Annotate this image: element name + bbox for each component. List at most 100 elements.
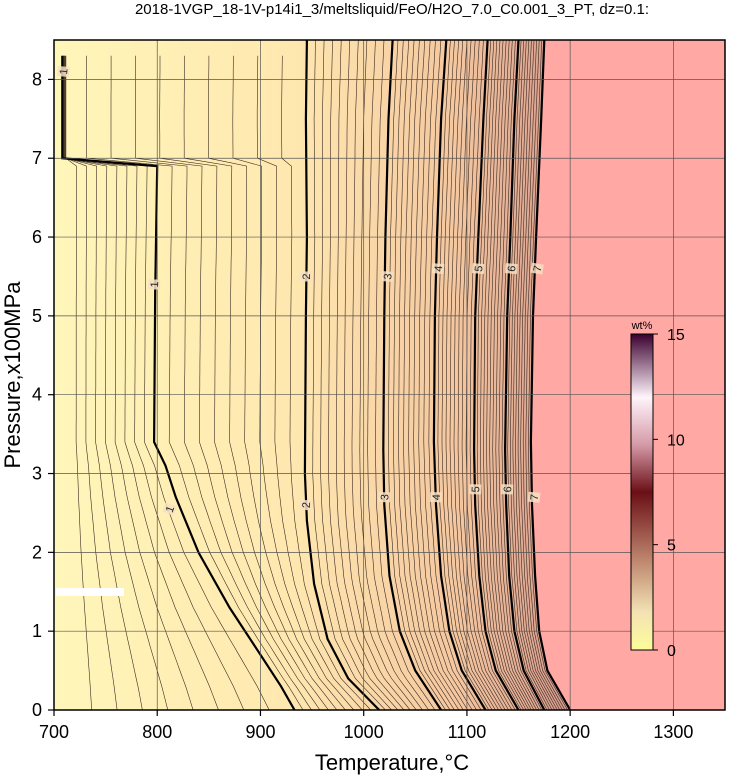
y-tick-label: 1: [32, 621, 42, 641]
minor-contour: [515, 40, 555, 710]
minor-contour: [509, 40, 550, 710]
colorbar-tick-label: 10: [667, 432, 685, 449]
contour-level-2: [303, 40, 380, 710]
minor-contour: [428, 40, 482, 710]
minor-contour: [441, 40, 493, 710]
contour-label: 6: [504, 263, 519, 275]
contour-label-text: 4: [433, 265, 445, 272]
minor-contour: [492, 40, 535, 710]
minor-contour: [393, 40, 451, 710]
y-tick-label: 8: [32, 69, 42, 89]
contour-label-text: 2: [301, 273, 313, 279]
y-axis-label: Pressure,x100MPa: [0, 281, 25, 469]
contour-label: 7: [527, 491, 541, 503]
y-tick-label: 4: [32, 385, 42, 405]
minor-contour: [449, 40, 499, 710]
x-tick-label: 1300: [653, 722, 693, 742]
y-tick-label: 0: [32, 700, 42, 720]
contour-label: 3: [380, 270, 395, 283]
contour-label: 5: [469, 484, 482, 495]
contour-label-text: 3: [382, 273, 394, 280]
contour-label: 2: [299, 271, 313, 282]
contour-label: 5: [471, 263, 486, 275]
contour-level-3: [382, 40, 443, 710]
minor-contour: [525, 40, 566, 710]
colorbar-tick-label: 15: [667, 327, 685, 344]
y-tick-label: 6: [32, 227, 42, 247]
y-tick-label: 5: [32, 306, 42, 326]
minor-contour: [65, 55, 92, 710]
no-data-gap: [56, 588, 124, 596]
minor-contour: [479, 40, 524, 710]
minor-contour: [501, 40, 543, 710]
minor-contour: [517, 40, 558, 710]
minor-contour: [453, 40, 503, 710]
colorbar-ticks: 0 5 10 15: [653, 327, 685, 660]
minor-contour: [328, 40, 399, 710]
minor-contour: [418, 40, 473, 710]
minor-contour: [159, 55, 329, 710]
contour-label-text: 3: [379, 494, 391, 501]
contour-label: 4: [431, 263, 445, 275]
contour-label: 1: [147, 279, 161, 290]
minor-contour: [403, 40, 460, 710]
minor-contour: [62, 55, 245, 710]
minor-contour: [469, 40, 516, 710]
minor-contour: [86, 55, 304, 710]
minor-contour: [489, 40, 532, 710]
minor-contour: [483, 40, 527, 710]
minor-contours: [62, 40, 568, 710]
minor-contour: [335, 40, 405, 710]
contour-labels: 1 1 2 2 3 3 4 4 5 5 6 6 7 7 1: [56, 65, 545, 516]
contour-level-5: [472, 40, 520, 710]
contour-label: 7: [530, 262, 545, 275]
x-tick-label: 1100: [448, 722, 487, 742]
minor-contour: [507, 40, 548, 710]
minor-contour: [64, 55, 143, 710]
y-tick-label: 2: [32, 542, 42, 562]
x-tick-label: 1200: [550, 722, 590, 742]
minor-contour: [351, 40, 417, 710]
x-tick-label: 900: [245, 722, 275, 742]
y-axis: 0 1 2 3 4 5 6 7 8: [32, 69, 54, 720]
minor-contour: [437, 40, 490, 710]
x-axis-label: Temperature,°C: [315, 750, 469, 775]
minor-contour: [512, 40, 553, 710]
y-tick-label: 7: [32, 148, 42, 168]
minor-contour: [320, 40, 392, 710]
plot-frame: [53, 39, 726, 711]
minor-contour: [343, 40, 411, 710]
minor-contour: [408, 40, 464, 710]
colorbar-unit: wt%: [631, 320, 653, 332]
contour-label-text: 6: [506, 265, 518, 272]
minor-contour: [64, 55, 169, 710]
minor-contour: [65, 55, 118, 710]
x-tick-label: 800: [142, 722, 172, 742]
contour-label-text: 7: [529, 494, 541, 501]
contour-label: 1: [162, 502, 177, 516]
contour-label-text: 6: [502, 486, 514, 493]
minor-contour: [413, 40, 468, 710]
minor-contour: [520, 40, 561, 710]
contour-label: 4: [429, 491, 443, 503]
minor-contour: [208, 55, 346, 710]
contour-label-text: 1: [164, 504, 177, 514]
contour-level-6: [503, 40, 546, 710]
minor-contour: [528, 40, 568, 710]
minor-contour: [375, 40, 436, 710]
x-axis: 700 800 900 1000 1100 1200 1300: [39, 710, 693, 742]
minor-contour: [110, 55, 312, 710]
contour-label-text: 5: [473, 265, 485, 272]
contour-label: 3: [378, 491, 391, 503]
out-of-range-region: [530, 40, 725, 710]
colorbar: wt% 0 5 10 15: [630, 320, 685, 660]
contour-label-text: 7: [532, 265, 545, 273]
minor-contour: [498, 40, 540, 710]
contour-label-text: 1: [58, 68, 70, 75]
minor-contour: [312, 40, 386, 710]
minor-contour: [461, 40, 509, 710]
chart-title: 2018-1VGP_18-1V-p14i1_3/meltsliquid/FeO/…: [135, 1, 649, 18]
minor-contour: [398, 40, 455, 710]
minor-contour: [134, 55, 321, 710]
